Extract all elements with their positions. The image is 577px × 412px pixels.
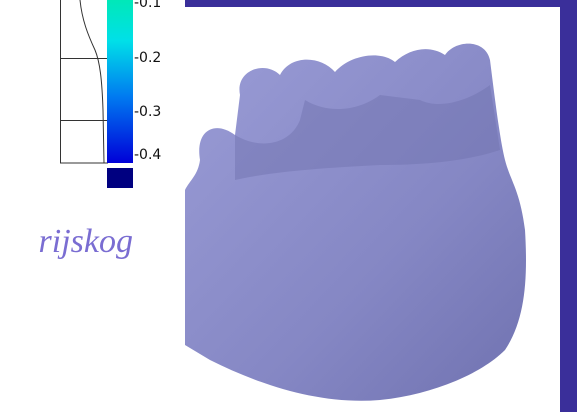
color-bar	[107, 0, 133, 163]
overlay-panel	[0, 0, 185, 335]
tick-label: -0.3	[134, 104, 161, 120]
tick-label: -0.4	[134, 147, 161, 163]
jaw-shading	[235, 85, 500, 180]
jaw-model	[185, 43, 526, 401]
frame-right	[560, 0, 577, 412]
frame-top	[185, 0, 577, 7]
tick-labels: -0.1 -0.2 -0.3 -0.4	[134, 0, 161, 163]
tick-label: -0.1	[134, 0, 161, 11]
histogram-curve	[79, 0, 105, 164]
tick-label: -0.2	[134, 50, 161, 66]
caption: rijskog	[39, 223, 133, 260]
color-bar-below	[107, 168, 133, 188]
